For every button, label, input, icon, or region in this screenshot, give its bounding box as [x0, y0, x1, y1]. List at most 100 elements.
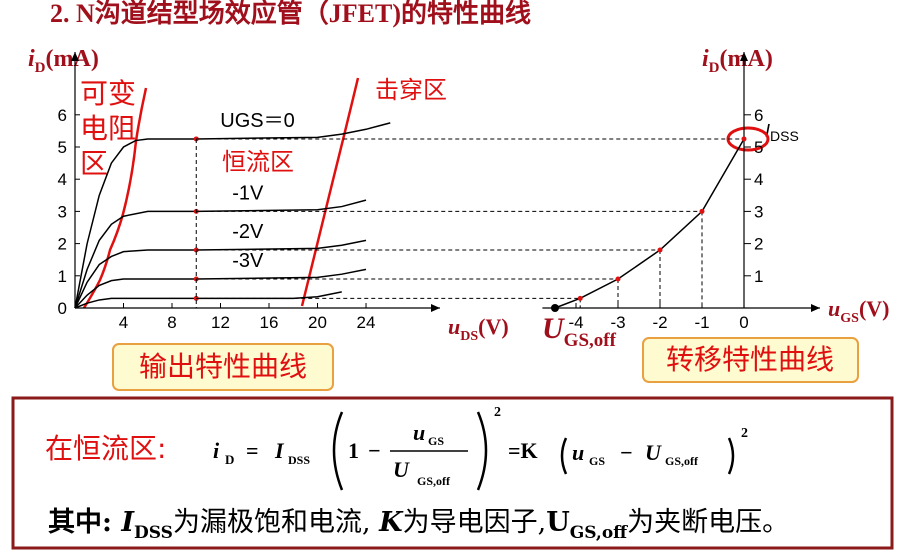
- label-sub: D: [709, 60, 720, 76]
- x-tick-label: -1: [694, 313, 709, 332]
- formula-part: u: [572, 440, 584, 465]
- y-tick-label: 6: [58, 106, 67, 125]
- ohmic-boundary: [82, 87, 148, 309]
- y-tick-label: 5: [58, 138, 67, 157]
- formula-box: [11, 396, 894, 550]
- series-label: -2V: [232, 221, 264, 243]
- label-unit: (V): [478, 314, 509, 339]
- label-sub: GS: [840, 311, 859, 326]
- point: [657, 247, 663, 253]
- note-part: 为导电因子,: [403, 507, 547, 538]
- y-tick-label: 2: [58, 235, 67, 254]
- region-label: 恒流区: [222, 148, 294, 176]
- y-tick-label: 4: [58, 170, 67, 189]
- x-tick-label: -4: [568, 313, 583, 332]
- title-box: [112, 343, 334, 391]
- arrow: [740, 52, 748, 61]
- y-tick-label: 6: [754, 106, 763, 125]
- y-axis-label: iD(mA): [702, 46, 773, 76]
- paren: [476, 411, 488, 491]
- arrow: [71, 52, 79, 61]
- x-tick-label: 4: [119, 313, 128, 332]
- x-axis-label: uGS(V): [828, 296, 889, 326]
- curve: [74, 199, 367, 309]
- formula-part: GS: [428, 434, 444, 448]
- formula-part: U: [393, 457, 410, 482]
- y-tick-label: 4: [754, 170, 763, 189]
- formula-part: I: [274, 438, 285, 463]
- label-main: u: [828, 296, 840, 321]
- slide-title: 2. N沟道结型场效应管（JFET)的特性曲线: [50, 0, 531, 28]
- label-main: i: [28, 46, 35, 72]
- off-label: UGS,off: [542, 312, 617, 351]
- formula-part: U: [645, 440, 662, 465]
- label-main: U: [542, 312, 565, 345]
- formula-part: i: [213, 438, 220, 463]
- curve: [74, 122, 391, 309]
- start-dot: [551, 304, 559, 312]
- idss-circle: [726, 126, 770, 152]
- series-label: -3V: [232, 250, 264, 272]
- note-part: U: [546, 507, 570, 538]
- note-part: GS,off: [570, 523, 628, 543]
- label-sub: DSS: [770, 128, 799, 144]
- title-box: [642, 337, 859, 383]
- region-label: 电阻: [80, 112, 136, 145]
- x-tick-label: -3: [610, 313, 625, 332]
- note-part: I: [120, 507, 135, 538]
- x-tick-label: 20: [308, 313, 327, 332]
- note-part: DSS: [134, 523, 173, 543]
- label-sub: GS,off: [564, 330, 617, 351]
- label-main: i: [702, 46, 709, 72]
- arrow: [811, 304, 820, 312]
- point: [741, 136, 747, 142]
- formula-part: −: [368, 438, 381, 463]
- y-axis-label: iD(mA): [28, 46, 99, 76]
- chart-title: 输出特性曲线: [139, 350, 307, 383]
- formula-part: 2: [741, 426, 748, 441]
- note-part: 为漏极饱和电流,: [173, 507, 379, 538]
- arrow: [431, 304, 440, 312]
- x-tick-label: -2: [652, 313, 667, 332]
- y-tick-label: 3: [58, 202, 67, 221]
- y-tick-label: 1: [754, 267, 763, 286]
- y-tick-label: 3: [754, 202, 763, 221]
- point: [699, 208, 705, 214]
- label-unit: (V): [859, 296, 890, 321]
- curve: [74, 268, 367, 309]
- x-tick-label: 16: [260, 313, 279, 332]
- y-tick-label: 1: [58, 267, 67, 286]
- formula-part: =K: [508, 438, 538, 463]
- curve: [554, 138, 745, 309]
- region-label: 可变: [80, 77, 136, 110]
- series-label: -1V: [232, 182, 264, 204]
- region-label: 击穿区: [375, 76, 447, 104]
- x-tick-label: 12: [211, 313, 230, 332]
- formula-part: 1: [348, 438, 359, 463]
- x-axis-label: uDS(V): [448, 314, 509, 344]
- formula-part: GS: [589, 454, 605, 468]
- formula-part: u: [413, 420, 425, 445]
- y-tick-label: 2: [754, 235, 763, 254]
- series-label: UGS＝0: [220, 110, 294, 132]
- x-tick-label: 0: [739, 313, 748, 332]
- formula-part: D: [225, 452, 234, 467]
- note-part: 其中:: [48, 507, 121, 538]
- point: [577, 295, 583, 301]
- formula-part: =: [246, 438, 259, 463]
- paren: [560, 437, 568, 475]
- label-sub: DS: [460, 329, 478, 344]
- y-tick-label: 0: [58, 299, 67, 318]
- paren: [727, 437, 735, 475]
- label-sub: D: [35, 60, 46, 76]
- formula-part: GS,off: [417, 474, 451, 488]
- formula-part: DSS: [288, 453, 310, 467]
- y-tick-label: 5: [754, 138, 763, 157]
- x-tick-label: 24: [357, 313, 376, 332]
- point: [615, 276, 621, 282]
- formula-part: GS,off: [665, 454, 699, 468]
- label-main: I: [765, 121, 770, 141]
- formula-part: 2: [494, 405, 501, 420]
- x-tick-label: 8: [167, 313, 176, 332]
